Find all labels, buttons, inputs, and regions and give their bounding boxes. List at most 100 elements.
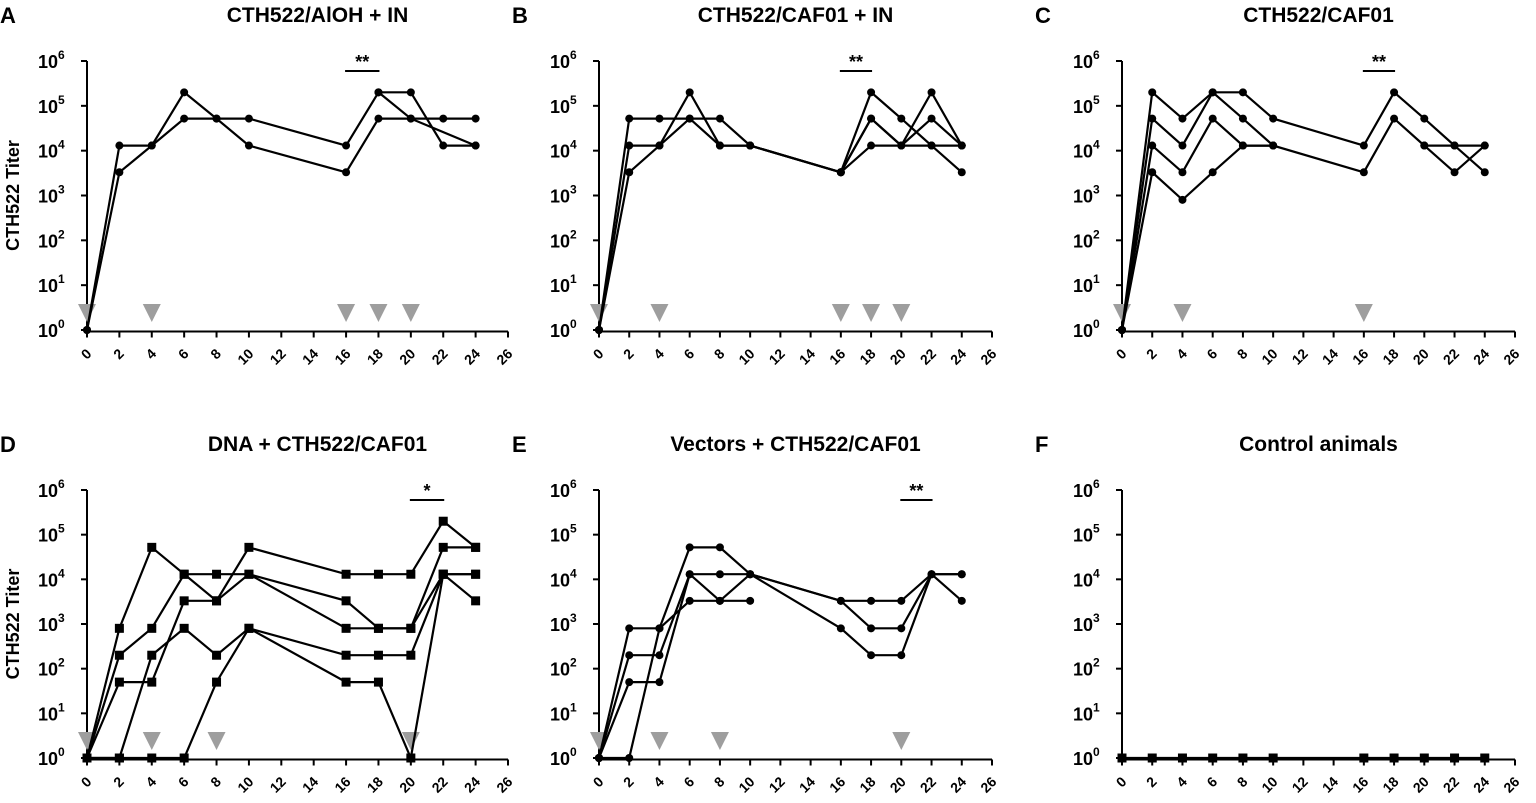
x-tick-label: 20 <box>396 345 418 367</box>
data-point <box>1148 114 1157 123</box>
data-point <box>625 678 634 687</box>
immunization-arrow <box>892 304 911 322</box>
y-tick-label: 103 <box>38 183 65 207</box>
x-tick-label: 0 <box>590 345 607 362</box>
y-tick-label: 101 <box>1073 272 1100 296</box>
x-tick-label: 8 <box>711 773 728 790</box>
y-tick-label: 100 <box>38 317 65 341</box>
data-point <box>715 114 724 123</box>
x-tick-label: 8 <box>1234 773 1251 790</box>
y-tick-label: 105 <box>550 522 577 546</box>
data-point <box>1208 168 1217 177</box>
x-tick-label: 0 <box>1113 773 1130 790</box>
x-tick-label: 8 <box>207 773 224 790</box>
x-tick-label: 0 <box>590 773 607 790</box>
x-tick-label: 10 <box>735 345 757 367</box>
x-tick-label: 18 <box>1379 773 1401 795</box>
data-point <box>1450 141 1459 150</box>
y-tick-label: 104 <box>38 566 65 590</box>
data-point <box>655 141 664 150</box>
x-tick-label: 24 <box>947 773 969 795</box>
x-tick-label: 22 <box>917 773 939 795</box>
data-point <box>957 570 966 579</box>
data-point <box>147 677 157 687</box>
data-point <box>373 650 383 660</box>
panel-e: E Vectors + CTH522/CAF0110010110210310410… <box>512 432 1000 796</box>
x-tick-label: 6 <box>175 345 192 362</box>
data-point <box>927 570 936 579</box>
data-point <box>1178 114 1187 123</box>
data-point <box>625 141 634 150</box>
x-tick-label: 24 <box>1470 345 1492 367</box>
y-axis-label: CTH522 Titer <box>3 569 23 680</box>
y-tick-label: 101 <box>38 272 65 296</box>
y-tick-label: 103 <box>1073 183 1100 207</box>
data-point <box>439 141 448 150</box>
immunization-arrow <box>1173 304 1192 322</box>
data-point <box>115 168 124 177</box>
data-point <box>244 114 253 123</box>
immunization-arrow <box>401 304 420 322</box>
data-point <box>746 141 755 150</box>
y-tick-label: 105 <box>38 93 65 117</box>
x-tick-label: 16 <box>826 345 848 367</box>
x-tick-label: 18 <box>856 345 878 367</box>
data-point <box>471 114 480 123</box>
panel-letter: F <box>1035 432 1048 457</box>
x-tick-label: 12 <box>267 773 289 795</box>
y-tick-label: 102 <box>38 227 65 251</box>
y-tick-label: 105 <box>38 522 65 546</box>
x-tick-label: 8 <box>1234 345 1251 362</box>
data-point <box>1208 753 1218 763</box>
data-point <box>244 569 254 579</box>
data-point <box>1208 88 1217 97</box>
data-point <box>1359 753 1369 763</box>
data-point <box>867 596 876 605</box>
data-point <box>406 650 416 660</box>
y-tick-label: 104 <box>1073 566 1100 590</box>
x-tick-label: 12 <box>267 345 289 367</box>
x-tick-label: 26 <box>977 773 999 795</box>
data-point <box>1238 753 1248 763</box>
series-line <box>85 90 476 331</box>
significance-label: ** <box>909 481 923 501</box>
x-tick-label: 10 <box>1258 345 1280 367</box>
panel-b: B CTH522/CAF01 + IN1001011021031041051060… <box>512 3 1000 368</box>
y-tick-label: 100 <box>1073 317 1100 341</box>
data-point <box>867 141 876 150</box>
x-tick-label: 10 <box>234 345 256 367</box>
data-point <box>897 624 906 633</box>
data-point <box>1359 168 1368 177</box>
data-point <box>1389 753 1399 763</box>
data-point <box>406 88 415 97</box>
x-tick-label: 2 <box>620 773 637 790</box>
x-tick-label: 26 <box>1500 345 1522 367</box>
data-point <box>746 596 755 605</box>
x-tick-label: 4 <box>1173 345 1190 362</box>
data-point <box>114 623 124 633</box>
data-point <box>685 88 694 97</box>
x-tick-label: 22 <box>1440 345 1462 367</box>
x-tick-label: 2 <box>1143 345 1160 362</box>
data-point <box>1269 141 1278 150</box>
data-point <box>836 624 845 633</box>
data-point <box>147 753 157 763</box>
x-tick-label: 16 <box>331 345 353 367</box>
data-point <box>212 569 222 579</box>
data-point <box>471 141 480 150</box>
data-point <box>1178 141 1187 150</box>
data-point <box>471 569 481 579</box>
data-point <box>1390 88 1399 97</box>
x-tick-label: 26 <box>977 345 999 367</box>
series-line <box>85 572 476 759</box>
data-point <box>1480 753 1490 763</box>
data-point <box>147 542 157 552</box>
y-tick-label: 106 <box>1073 477 1100 501</box>
data-point <box>1148 88 1157 97</box>
data-point <box>715 570 724 579</box>
series-line <box>1120 90 1485 331</box>
panel-letter: C <box>1035 3 1051 28</box>
